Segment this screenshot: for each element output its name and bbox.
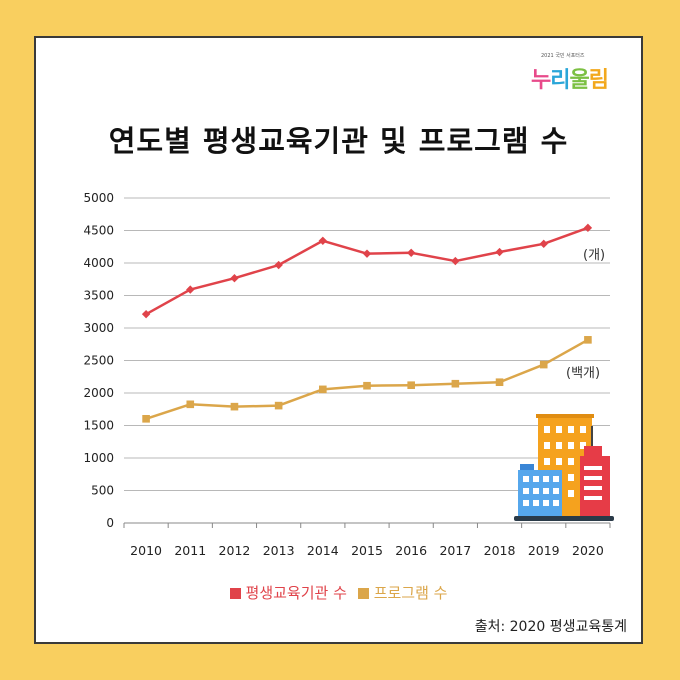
y-tick-label: 3000 [83,321,114,335]
x-tick-label: 2016 [395,543,427,558]
logo-char-2: 리 [550,68,570,93]
data-point-institutions [141,309,151,319]
data-point-programs [274,401,283,410]
y-tick-label: 4500 [83,224,114,238]
data-point-institutions [406,248,416,257]
data-point-institutions [318,236,328,245]
data-point-programs [363,381,371,390]
y-tick-label: 3500 [83,289,114,303]
data-point-institutions [362,249,372,258]
series-line-institutions [145,226,589,316]
legend-item-institutions: 평생교육기관 수 [229,582,347,603]
legend-item-programs: 프로그램 수 [357,582,448,603]
x-tick-label: 2020 [572,543,604,558]
legend-label-programs: 프로그램 수 [373,584,448,602]
data-point-programs [230,402,239,411]
buildings-icon [514,414,614,521]
programs-unit-label: (백개) [566,366,601,381]
y-tick-label: 4000 [83,256,114,270]
data-point-programs [319,385,327,394]
y-tick-label: 1000 [83,451,114,465]
y-tick-label: 1500 [83,419,114,433]
series-line-programs [145,338,589,420]
logo-char-1: 누 [531,68,551,93]
x-tick-label: 2011 [174,543,206,558]
data-point-institutions [495,247,504,257]
nuri-ullim-logo: 2021 국민 서포터즈 누리울림 [527,50,623,98]
data-point-institutions [186,285,195,294]
data-point-institutions [274,260,283,270]
logo-subtitle: 2021 국민 서포터즈 [541,53,585,59]
x-tick-label: 2017 [439,543,471,558]
x-tick-label: 2013 [263,543,295,558]
legend-swatch-programs [357,588,369,599]
legend-swatch-institutions [229,588,241,599]
y-tick-label: 2000 [83,386,114,400]
x-tick-label: 2012 [219,543,251,558]
data-point-programs [584,336,592,344]
data-point-programs [495,378,504,387]
data-point-institutions [230,274,239,283]
x-tick-label: 2018 [484,543,516,558]
data-point-institutions [451,256,460,266]
y-tick-label: 5000 [83,191,114,205]
logo-char-3: 울 [569,68,590,93]
data-point-programs [142,415,150,423]
line-chart: 0 500 1000 1500 2000 2500 3000 3500 4000 4500 5000… [83,191,611,558]
data-point-programs [539,360,548,369]
logo-char-4: 림 [588,68,609,93]
data-point-programs [451,379,460,388]
y-tick-label: 2500 [83,354,114,368]
y-tick-label: 0 [106,516,114,530]
data-point-institutions [583,223,593,233]
source-note: 출처: 2020 평생교육통계 [474,619,627,635]
legend-label-institutions: 평생교육기관 수 [245,584,347,602]
x-tick-label: 2015 [351,543,383,558]
data-point-institutions [539,239,548,249]
logo-wordmark: 누리울림 [531,62,609,94]
y-tick-label: 500 [91,484,114,498]
x-tick-label: 2014 [307,543,339,558]
x-tick-label: 2019 [528,543,560,558]
chart-legend: 평생교육기관 수 프로그램 수 [36,582,641,603]
chart-card: 2021 국민 서포터즈 누리울림 연도별 평생교육기관 및 프로그램 수 0 5… [34,36,643,644]
institutions-unit-label: (개) [583,248,606,263]
data-point-programs [407,381,415,389]
chart-title: 연도별 평생교육기관 및 프로그램 수 [108,124,569,158]
x-tick-label: 2010 [130,543,162,558]
data-point-programs [186,400,195,409]
